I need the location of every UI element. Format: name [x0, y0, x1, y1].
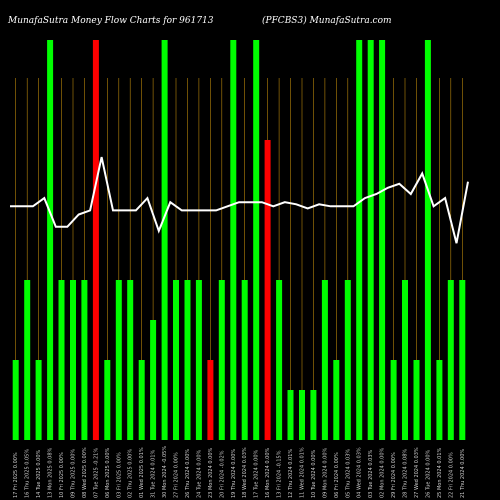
x-tick-label: 23 Mon 2024 0.00%: [208, 447, 214, 498]
volume-bar: [115, 280, 122, 440]
volume-bar: [207, 360, 214, 440]
x-tick-label: 01 Wed 2025 0.01%: [139, 447, 145, 498]
x-tick-label: 27 Fri 2024 0.00%: [174, 452, 180, 498]
volume-bar: [287, 390, 294, 440]
volume-bar: [459, 280, 466, 440]
volume-bar: [333, 360, 340, 440]
volume-bar: [299, 390, 305, 440]
x-tick-label: 08 Wed 2025 0.00%: [82, 447, 88, 498]
x-tick-label: 09 Mon 2024 0.00%: [322, 447, 328, 498]
x-tick-label: 26 Thu 2024 0.00%: [185, 449, 191, 498]
x-tick-label: 31 Tue 2024 0.01%: [151, 449, 157, 498]
x-tick-label: 10 Fri 2025 0.00%: [59, 452, 65, 498]
volume-bar: [436, 360, 443, 440]
volume-bar: [173, 280, 179, 440]
x-tick-label: 17 Tue 2024 0.00%: [254, 449, 260, 498]
x-tick-label: 03 Fri 2025 0.00%: [116, 452, 122, 498]
volume-bar: [230, 40, 237, 440]
volume-bar: [161, 40, 168, 440]
volume-bar: [367, 40, 374, 440]
x-tick-label: 06 Fri 2024 0.00%: [334, 452, 340, 498]
chart-title-left: MunafaSutra Money Flow Charts for 961713: [7, 16, 214, 26]
volume-bar: [379, 40, 386, 440]
x-tick-label: 13 Fri 2024 -0.15%: [277, 450, 283, 498]
x-tick-label: 04 Wed 2024 0.03%: [357, 447, 363, 498]
x-axis-tick-labels: 17 Fri 2025 0.00% 16 Thu 2025 0.05% 14 Tue…: [13, 446, 466, 498]
x-tick-label: 22 Fri 2024 0.00%: [448, 452, 454, 498]
x-tick-label: 24 Tue 2024 0.00%: [196, 449, 202, 498]
x-tick-label: 13 Mon 2025 0.08%: [48, 447, 54, 498]
volume-bar: [276, 280, 283, 440]
x-tick-label: 11 Wed 2024 0.01%: [300, 447, 306, 498]
x-tick-label: 20 Fri 2024 -0.02%: [219, 450, 225, 498]
volume-bar: [104, 360, 111, 440]
x-tick-label: 16 Thu 2025 0.05%: [25, 449, 31, 498]
volume-bars: [12, 40, 466, 440]
x-tick-label: 06 Mon 2025 0.00%: [105, 447, 111, 498]
money-flow-line: [10, 156, 469, 244]
x-tick-label: 26 Tue 2024 0.00%: [425, 449, 431, 498]
x-tick-label: 02 Thu 2025 0.00%: [128, 449, 134, 498]
volume-bar: [12, 360, 19, 440]
volume-bar: [127, 280, 134, 440]
volume-bar: [138, 360, 145, 440]
x-tick-label: 05 Thu 2024 0.03%: [345, 449, 351, 498]
volume-bar: [424, 40, 431, 440]
volume-bar: [218, 280, 225, 440]
volume-bar: [81, 280, 88, 440]
volume-bar: [413, 360, 420, 440]
volume-bar: [253, 40, 260, 440]
volume-bar: [24, 280, 31, 440]
volume-bar: [195, 280, 202, 440]
x-tick-label: 19 Thu 2024 0.00%: [231, 449, 237, 498]
volume-bar: [402, 280, 408, 440]
volume-bar: [58, 280, 65, 440]
volume-bar: [321, 280, 328, 440]
x-tick-label: 16 Mon 2024 0.00%: [265, 447, 271, 498]
x-tick-label: 12 Thu 2024 0.01%: [288, 449, 294, 498]
x-tick-label: 09 Thu 2025 0.00%: [71, 449, 77, 498]
volume-bar: [92, 40, 99, 440]
x-tick-label: 21 Thu 2024 0.00%: [460, 449, 466, 498]
volume-bar: [390, 360, 397, 440]
chart-title-right: (PFCBS3) MunafaSutra.com: [262, 15, 392, 26]
volume-bar: [344, 280, 351, 440]
x-tick-label: 17 Fri 2025 0.00%: [13, 452, 19, 498]
volume-bar: [150, 320, 157, 440]
x-tick-label: 02 Mon 2024 0.00%: [380, 447, 386, 498]
volume-bar: [241, 280, 248, 440]
x-tick-label: 30 Mon 2024 -0.05%: [162, 446, 168, 498]
x-tick-label: 29 Fri 2024 0.00%: [391, 452, 397, 498]
x-tick-label: 03 Tue 2024 0.03%: [368, 449, 374, 498]
volume-bar: [310, 390, 317, 440]
volume-bar: [35, 360, 42, 440]
x-tick-label: 10 Tue 2024 0.00%: [311, 449, 317, 498]
volume-bar: [184, 280, 191, 440]
volume-bar: [47, 40, 54, 440]
x-tick-label: 27 Wed 2024 0.03%: [414, 447, 420, 498]
volume-bar: [356, 40, 363, 440]
x-tick-label: 14 Tue 2025 0.00%: [36, 449, 42, 498]
x-tick-label: 25 Mon 2024 0.01%: [437, 447, 443, 498]
volume-bar: [447, 280, 454, 440]
volume-bar: [264, 140, 271, 440]
x-tick-label: 07 Tue 2025 -0.21%: [93, 448, 99, 498]
x-tick-label: 28 Thu 2024 0.08%: [403, 449, 409, 498]
x-tick-label: 18 Wed 2024 0.03%: [242, 447, 248, 498]
volume-bar: [70, 280, 76, 440]
